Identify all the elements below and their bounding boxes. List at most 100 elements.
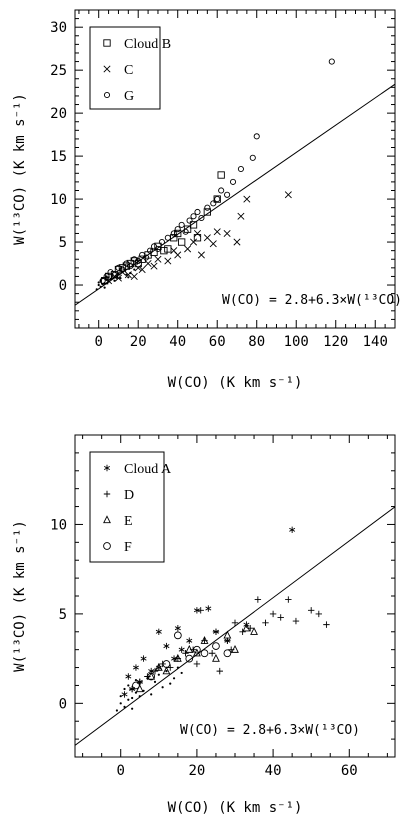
- data-point: [103, 282, 106, 285]
- data-point: [172, 677, 176, 680]
- data-point: [127, 698, 130, 701]
- panel-bottom-ticks: 0 20 40 60 0 5 10: [50, 434, 395, 779]
- y-tick-label: 10: [50, 517, 67, 533]
- data-point: [190, 213, 197, 220]
- x-tick-label: 140: [363, 334, 388, 350]
- data-point: [277, 614, 284, 621]
- data-point: [130, 272, 138, 280]
- data-point: [193, 607, 200, 614]
- data-point: [182, 650, 189, 657]
- y-tick-label: 0: [59, 696, 67, 712]
- data-point: [134, 691, 138, 694]
- data-point: [269, 610, 277, 618]
- data-point: [250, 627, 258, 635]
- data-point: [173, 653, 182, 662]
- data-point: [155, 628, 162, 635]
- data-point: [197, 251, 205, 259]
- y-tick-label: 25: [50, 63, 67, 79]
- data-point: [233, 238, 241, 246]
- data-point: [197, 607, 204, 614]
- series-c: [105, 191, 292, 285]
- data-point: [132, 664, 139, 671]
- data-point: [284, 191, 292, 199]
- data-point: [163, 642, 170, 650]
- data-point: [99, 285, 102, 288]
- data-point: [217, 171, 225, 179]
- series-d: [128, 596, 330, 693]
- panel-top-ticks: 0 20 40 60 80 100 120 140 0 5 10 15 20 25 30: [50, 9, 396, 350]
- panel-bottom-y-axis-title: W(¹³CO) (K km s⁻¹): [12, 520, 28, 672]
- data-point: [231, 644, 239, 653]
- data-point: [223, 630, 232, 639]
- data-point: [212, 653, 220, 662]
- data-point: [224, 637, 231, 644]
- panel-top: 0 20 40 60 80 100 120 140 0 5 10 15 20 25 30 Cloud B CG…: [12, 9, 400, 391]
- data-point: [154, 242, 162, 251]
- legend-label: Cloud A: [124, 462, 172, 477]
- data-point: [178, 646, 185, 653]
- y-tick-label: 0: [59, 278, 67, 294]
- data-point: [147, 671, 156, 680]
- legend-label: F: [124, 540, 132, 555]
- data-point: [174, 251, 182, 259]
- data-point: [184, 245, 192, 253]
- data-point: [121, 691, 128, 698]
- data-point: [315, 610, 323, 618]
- y-tick-label: 30: [50, 20, 67, 36]
- data-point: [203, 208, 211, 216]
- data-point: [189, 221, 198, 229]
- data-point: [153, 680, 157, 683]
- data-point: [174, 226, 181, 233]
- legend-marker: [103, 39, 111, 47]
- data-point: [243, 195, 251, 203]
- data-point: [127, 263, 134, 270]
- legend-marker: [103, 490, 111, 498]
- data-point: [174, 229, 182, 238]
- data-point: [170, 230, 177, 237]
- data-point: [131, 696, 134, 700]
- x-tick-label: 40: [169, 334, 186, 350]
- x-tick-label: 60: [209, 334, 226, 350]
- data-point: [115, 709, 119, 712]
- data-point: [161, 686, 164, 689]
- legend-box: [89, 26, 161, 110]
- panel-top-legend: Cloud B CG: [89, 26, 171, 110]
- legend-label: D: [124, 488, 134, 503]
- x-tick-label: 20: [130, 334, 147, 350]
- data-point: [144, 260, 152, 268]
- data-point: [147, 247, 154, 254]
- panel-bottom-legend: Cloud A DEF: [89, 451, 172, 563]
- data-point: [154, 255, 162, 263]
- data-point: [97, 281, 100, 284]
- data-point: [123, 705, 126, 709]
- data-point: [200, 636, 209, 644]
- data-point: [212, 628, 220, 635]
- legend-marker: [103, 542, 111, 550]
- data-point: [134, 259, 142, 268]
- data-point: [132, 681, 140, 690]
- data-point: [157, 673, 160, 676]
- panel-bottom-x-axis-title: W(CO) (K km s⁻¹): [168, 800, 303, 816]
- data-point: [150, 693, 153, 696]
- data-point: [262, 619, 269, 627]
- data-point: [193, 645, 201, 654]
- data-point: [126, 259, 134, 268]
- data-point: [164, 234, 171, 241]
- legend-label: E: [124, 514, 133, 529]
- data-point: [109, 277, 112, 281]
- data-point: [164, 245, 172, 253]
- data-point: [190, 238, 198, 246]
- panel-bottom-fit-annotation: W(CO) = 2.8+6.3×W(¹³CO): [180, 723, 360, 738]
- data-point: [193, 234, 202, 242]
- data-point: [237, 212, 245, 220]
- data-point: [185, 644, 194, 653]
- legend-label: C: [124, 63, 133, 78]
- data-point: [200, 649, 209, 658]
- data-point: [150, 262, 158, 270]
- data-point: [115, 275, 118, 278]
- legend-marker: [103, 464, 111, 472]
- data-point: [254, 596, 262, 603]
- data-point: [107, 276, 110, 279]
- x-tick-label: 0: [116, 763, 124, 779]
- panel-top-marks: [75, 58, 395, 306]
